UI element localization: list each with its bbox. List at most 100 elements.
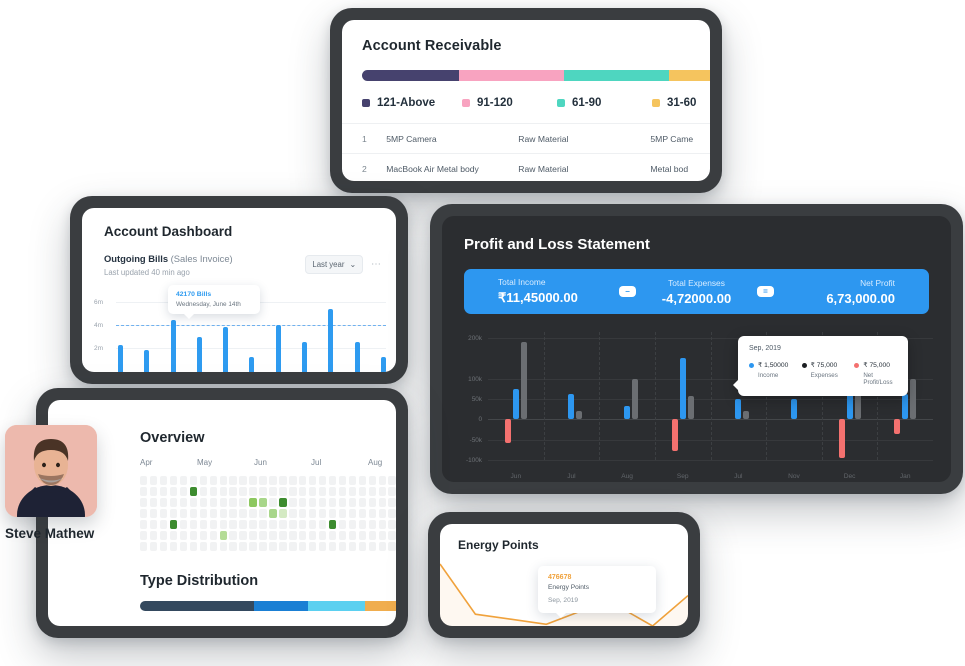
overview-month-labels: Apr May Jun Jul Aug [140, 458, 396, 467]
heatmap-row [140, 476, 396, 485]
last-updated-text: Last updated 40 min ago [104, 268, 190, 277]
heatmap-cell [209, 531, 217, 540]
table-row[interactable]: 2 MacBook Air Metal body Raw Material Metal… [342, 153, 710, 181]
heatmap-cell [189, 520, 198, 529]
heatmap-cell [169, 520, 178, 529]
heatmap-cell [289, 531, 297, 540]
legend-swatch [362, 99, 370, 107]
tooltip-items: ₹ 1,50000 Income ₹ 75,000 Expenses ₹ 75,000 N… [749, 361, 897, 386]
heatmap-cell [179, 498, 188, 507]
bar-income [568, 394, 575, 420]
heatmap-cell [229, 542, 237, 551]
heatmap-cell [140, 487, 148, 496]
account-dashboard-window: Account Dashboard Outgoing Bills (Sales … [70, 196, 408, 384]
legend-swatch [652, 99, 660, 107]
heatmap-row [140, 509, 396, 518]
heatmap-cell [239, 487, 247, 496]
vertical-gridline [877, 332, 879, 460]
heatmap-cell [269, 487, 277, 496]
heatmap-cell [338, 498, 347, 507]
heatmap-cell [289, 498, 297, 507]
bar-expenses [910, 378, 917, 420]
heatmap-cell [259, 487, 267, 496]
heatmap-cell [368, 498, 376, 507]
heatmap-cell [179, 476, 188, 485]
heatmap-cell [299, 498, 307, 507]
heatmap-cell [269, 498, 277, 507]
heatmap-cell [219, 498, 227, 507]
legend-label: 61-90 [572, 97, 602, 109]
x-axis-label: Jul [567, 473, 576, 480]
heatmap-cell [328, 509, 337, 518]
stat-value: ₹11,45000.00 [498, 290, 578, 305]
bar-expenses [743, 411, 750, 420]
heatmap-cell [358, 476, 367, 485]
heatmap-cell [299, 542, 307, 551]
bar-series [118, 295, 386, 372]
tooltip-item-name: Income [758, 372, 779, 379]
more-options-icon[interactable]: ⋯ [371, 259, 382, 270]
bar-income [512, 388, 519, 420]
table-row[interactable]: 1 5MP Camera Raw Material 5MP Came [342, 123, 710, 153]
account-receivable-table: 1 5MP Camera Raw Material 5MP Came 2 MacBook … [342, 123, 710, 181]
aging-segment [362, 70, 459, 81]
heatmap-cell [299, 531, 307, 540]
outgoing-bills-bold: Outgoing Bills [104, 253, 169, 264]
tooltip-item: ₹ 75,000 Net Profit/Loss [854, 361, 897, 386]
heatmap-row [140, 520, 396, 529]
tooltip-item-value: ₹ 75,000 [854, 361, 897, 369]
bar-expenses [687, 395, 694, 420]
heatmap-cell [388, 476, 396, 485]
heatmap-cell [289, 487, 297, 496]
heatmap-cell [348, 498, 357, 507]
equals-icon: = [757, 286, 774, 297]
heatmap-cell [318, 476, 327, 485]
heatmap-cell [149, 509, 158, 518]
account-dashboard-title: Account Dashboard [104, 224, 233, 239]
gridline [116, 348, 386, 350]
legend-item: 121-Above [362, 97, 462, 109]
heatmap-cell [249, 487, 257, 496]
row-type: Raw Material [518, 163, 569, 174]
type-distribution-title: Type Distribution [140, 572, 259, 589]
heatmap-cell [269, 531, 277, 540]
row-type: Raw Material [518, 133, 569, 144]
heatmap-cell [189, 509, 198, 518]
heatmap-cell [229, 531, 237, 540]
heatmap-cell [140, 542, 148, 551]
bar-net-profit-loss [504, 419, 511, 443]
heatmap-cell [378, 531, 386, 540]
heatmap-cell [348, 509, 357, 518]
heatmap-cell [378, 476, 386, 485]
range-select[interactable]: Last year ⌄ [305, 255, 363, 274]
heatmap-cell [358, 498, 367, 507]
heatmap-cell [259, 509, 267, 518]
heatmap-cell [189, 487, 198, 496]
heatmap-cell [159, 487, 168, 496]
bar-net-profit-loss [894, 419, 901, 435]
bar [354, 341, 360, 372]
heatmap-cell [289, 520, 297, 529]
heatmap-cell [308, 476, 317, 485]
heatmap-cell [318, 487, 327, 496]
heatmap-cell [140, 476, 148, 485]
legend-label: 121-Above [377, 97, 436, 109]
overview-body: Overview Apr May Jun Jul Aug Type Distributi… [48, 400, 396, 611]
overview-heatmap [140, 476, 396, 551]
bar-income [679, 358, 686, 420]
heatmap-cell [348, 476, 357, 485]
heatmap-cell [140, 498, 148, 507]
y-axis-label: 100k [468, 375, 482, 383]
heatmap-cell [149, 476, 158, 485]
heatmap-cell [368, 509, 376, 518]
stat-1: Total Expenses -4,72000.00 [636, 278, 757, 306]
heatmap-cell [229, 498, 237, 507]
bar-expenses [632, 378, 639, 420]
heatmap-cell [378, 509, 386, 518]
heatmap-cell [199, 509, 208, 518]
tooltip-label: Energy Points [548, 584, 590, 591]
bar [380, 356, 386, 372]
heatmap-cell [279, 487, 287, 496]
heatmap-cell [169, 509, 178, 518]
heatmap-cell [169, 498, 178, 507]
